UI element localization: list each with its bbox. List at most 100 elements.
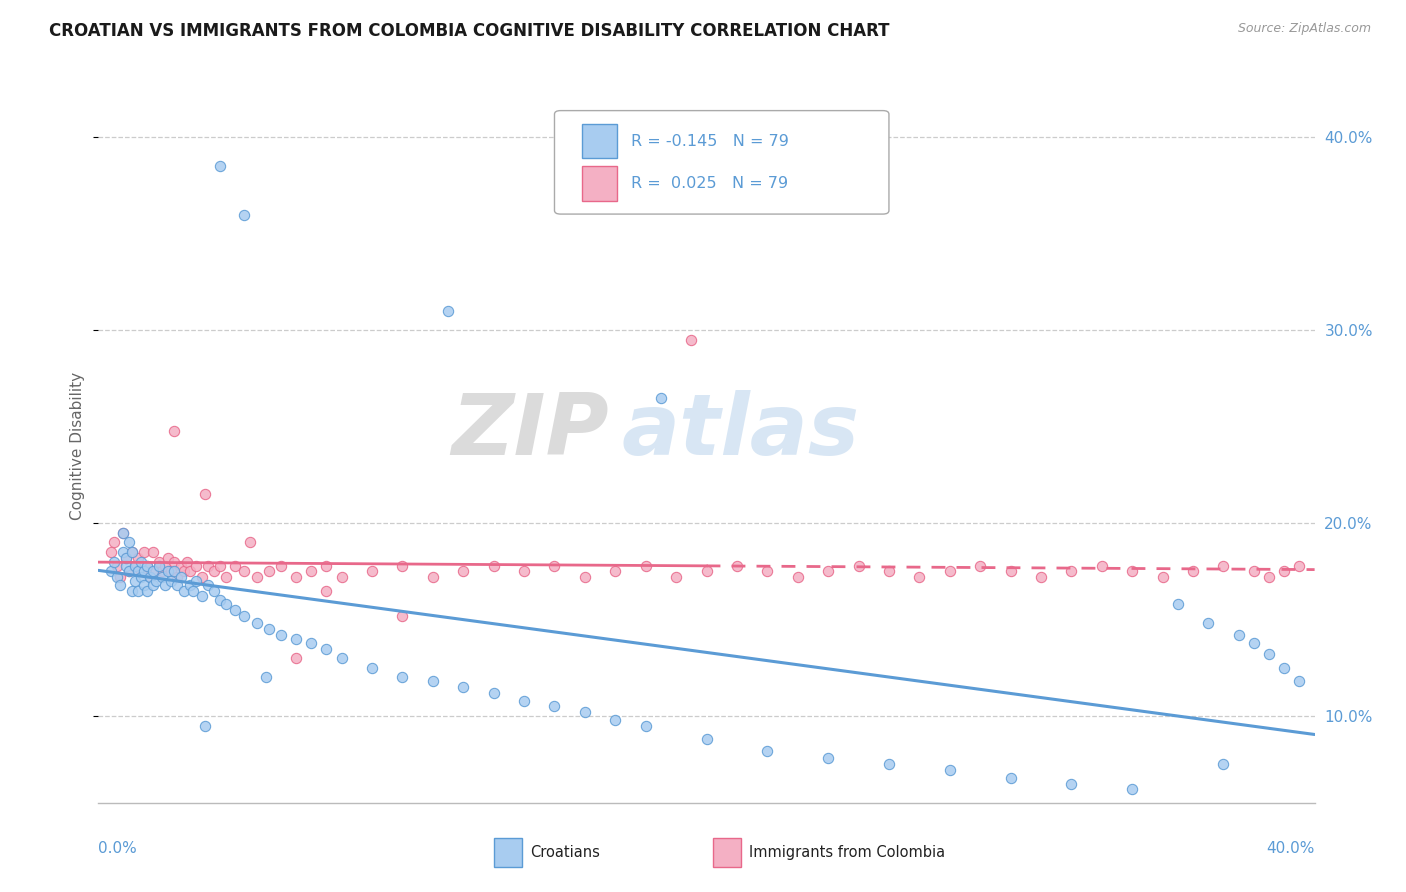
Point (100, 545, 122, 559)
Point (1121, 565, 1143, 579)
Point (1060, 776, 1083, 790)
Point (1258, 648, 1281, 662)
Point (176, 555, 198, 569)
Point (142, 565, 165, 579)
Point (1272, 661, 1295, 675)
Point (756, 565, 779, 579)
Point (939, 565, 962, 579)
Point (215, 597, 238, 611)
Point (1091, 558, 1114, 573)
Point (482, 686, 505, 700)
Point (285, 651, 308, 665)
Point (166, 570, 188, 584)
Point (605, 713, 627, 727)
Point (1272, 565, 1295, 579)
Point (361, 565, 384, 579)
Point (299, 565, 322, 579)
Point (650, 391, 672, 405)
Point (245, 616, 267, 631)
Point (1288, 674, 1310, 689)
Point (197, 578, 219, 592)
Point (543, 558, 565, 573)
Point (574, 570, 596, 584)
Point (696, 732, 718, 747)
Point (513, 693, 536, 707)
Point (129, 570, 152, 584)
Point (173, 565, 195, 579)
Point (233, 565, 256, 579)
Point (1227, 628, 1250, 642)
FancyBboxPatch shape (582, 166, 616, 201)
FancyBboxPatch shape (582, 124, 616, 159)
Point (315, 641, 337, 656)
Point (634, 719, 657, 733)
Point (181, 583, 204, 598)
Point (163, 565, 186, 579)
Point (173, 583, 195, 598)
Text: atlas: atlas (621, 390, 859, 474)
Point (908, 570, 931, 584)
Point (129, 565, 152, 579)
Point (437, 304, 460, 318)
Point (139, 570, 162, 584)
Point (969, 558, 991, 573)
Point (127, 550, 149, 565)
Point (1258, 570, 1281, 584)
Point (681, 333, 703, 347)
Point (1243, 565, 1265, 579)
Point (157, 550, 180, 565)
Text: 40.0%: 40.0% (1267, 841, 1315, 856)
Point (105, 558, 128, 573)
Point (330, 651, 353, 665)
Point (191, 570, 214, 584)
Point (209, 558, 232, 573)
Point (163, 555, 186, 569)
Point (197, 558, 219, 573)
Point (100, 565, 122, 579)
Point (148, 555, 170, 569)
Point (118, 565, 141, 579)
Point (142, 545, 165, 559)
Point (132, 545, 155, 559)
Text: CROATIAN VS IMMIGRANTS FROM COLOMBIA COGNITIVE DISABILITY CORRELATION CHART: CROATIAN VS IMMIGRANTS FROM COLOMBIA COG… (49, 22, 890, 40)
Point (1121, 782, 1143, 797)
Point (605, 565, 627, 579)
Point (756, 744, 779, 758)
Point (315, 558, 337, 573)
FancyBboxPatch shape (554, 111, 889, 214)
Point (257, 622, 280, 636)
Text: R = -0.145   N = 79: R = -0.145 N = 79 (631, 134, 789, 149)
Point (150, 565, 173, 579)
Point (1212, 558, 1234, 573)
Text: R =  0.025   N = 79: R = 0.025 N = 79 (631, 176, 789, 191)
Point (315, 583, 337, 598)
Point (270, 628, 292, 642)
Point (233, 608, 256, 623)
Point (482, 558, 505, 573)
Point (1288, 558, 1310, 573)
Point (270, 558, 292, 573)
Point (330, 570, 353, 584)
Point (215, 570, 238, 584)
Point (108, 578, 131, 592)
Point (145, 574, 167, 588)
Point (155, 578, 177, 592)
Point (1182, 565, 1205, 579)
Point (391, 558, 413, 573)
Point (184, 558, 207, 573)
Point (233, 208, 256, 222)
Point (121, 583, 143, 598)
Point (817, 751, 839, 765)
Point (136, 558, 159, 573)
Point (574, 705, 596, 719)
Point (111, 525, 134, 540)
Point (145, 565, 167, 579)
Point (155, 558, 177, 573)
Point (150, 570, 173, 584)
Point (114, 558, 136, 573)
Point (103, 555, 125, 569)
Point (543, 699, 565, 714)
Point (136, 558, 159, 573)
Point (114, 550, 136, 565)
Point (254, 670, 277, 684)
